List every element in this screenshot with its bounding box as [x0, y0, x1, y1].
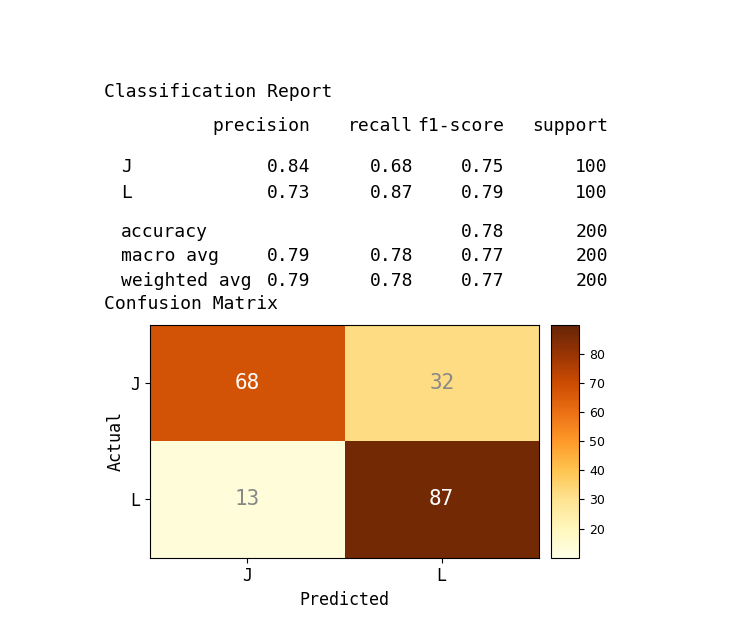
Text: 0.78: 0.78: [370, 247, 413, 265]
Text: 0.68: 0.68: [370, 158, 413, 176]
Text: Confusion Matrix: Confusion Matrix: [103, 295, 278, 312]
Text: precision: precision: [212, 118, 310, 135]
Text: 200: 200: [575, 223, 607, 241]
Text: J: J: [121, 158, 132, 176]
Text: 0.84: 0.84: [267, 158, 310, 176]
Text: 0.87: 0.87: [370, 184, 413, 203]
Text: 0.77: 0.77: [461, 272, 505, 289]
Text: accuracy: accuracy: [121, 223, 208, 241]
Text: support: support: [531, 118, 607, 135]
Text: 0.75: 0.75: [461, 158, 505, 176]
Text: 200: 200: [575, 247, 607, 265]
Text: recall: recall: [348, 118, 413, 135]
Text: macro avg: macro avg: [121, 247, 219, 265]
Text: f1-score: f1-score: [418, 118, 505, 135]
Text: L: L: [121, 184, 132, 203]
Text: Classification Report: Classification Report: [103, 83, 333, 101]
Text: 200: 200: [575, 272, 607, 289]
Text: 0.77: 0.77: [461, 247, 505, 265]
Text: 0.79: 0.79: [267, 272, 310, 289]
Text: 0.79: 0.79: [461, 184, 505, 203]
Text: 100: 100: [575, 158, 607, 176]
Text: 0.73: 0.73: [267, 184, 310, 203]
Text: 0.79: 0.79: [267, 247, 310, 265]
Text: weighted avg: weighted avg: [121, 272, 251, 289]
Text: 0.78: 0.78: [461, 223, 505, 241]
Text: 0.78: 0.78: [370, 272, 413, 289]
Text: 100: 100: [575, 184, 607, 203]
